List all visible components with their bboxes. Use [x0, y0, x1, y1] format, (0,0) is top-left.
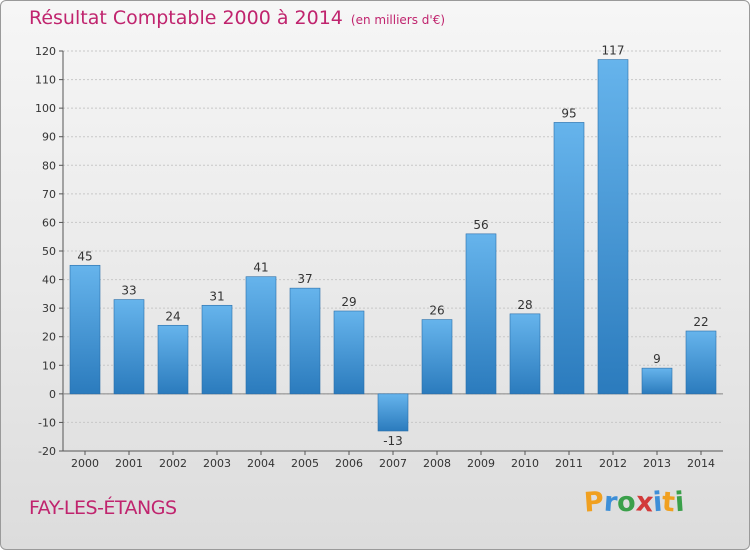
- x-tick-label: 2004: [247, 457, 275, 470]
- x-tick-label: 2011: [555, 457, 583, 470]
- bar: [421, 319, 453, 395]
- logo-letter: i: [674, 486, 686, 519]
- data-label: 56: [473, 218, 488, 232]
- x-tick-label: 2006: [335, 457, 363, 470]
- bar: [245, 276, 277, 395]
- y-tick-label: 0: [49, 388, 56, 401]
- y-tick-label: 10: [42, 359, 56, 372]
- data-label: 22: [693, 315, 708, 329]
- y-tick-label: 20: [42, 331, 56, 344]
- data-label: 31: [209, 289, 224, 303]
- commune-name: FAY-LES-ÉTANGS: [29, 497, 177, 519]
- x-tick-label: 2002: [159, 457, 187, 470]
- bar: [113, 299, 145, 395]
- data-label: 37: [297, 272, 312, 286]
- chart-subtitle: (en milliers d'€): [350, 13, 446, 27]
- bar: [641, 367, 673, 395]
- data-label: 28: [517, 298, 532, 312]
- y-tick-label: 50: [42, 245, 56, 258]
- bar: [553, 122, 585, 395]
- data-label: 33: [121, 284, 136, 298]
- bar: [685, 330, 717, 395]
- x-tick-label: 2009: [467, 457, 495, 470]
- data-label: 29: [341, 295, 356, 309]
- y-tick-label: 80: [42, 159, 56, 172]
- x-tick-label: 2001: [115, 457, 143, 470]
- bar: [157, 324, 189, 395]
- bar: [377, 393, 409, 432]
- data-label: 117: [602, 44, 625, 58]
- data-label: 95: [561, 106, 576, 120]
- x-tick-label: 2010: [511, 457, 539, 470]
- x-tick-label: 2008: [423, 457, 451, 470]
- x-tick-label: 2014: [687, 457, 715, 470]
- bar: [465, 233, 497, 395]
- bar: [69, 264, 101, 395]
- data-label: 45: [77, 249, 92, 263]
- y-tick-label: 100: [35, 102, 56, 115]
- y-tick-label: 120: [35, 45, 56, 58]
- data-label: 26: [429, 304, 444, 318]
- logo-letter: P: [582, 486, 605, 519]
- y-tick-label: -20: [38, 445, 56, 458]
- y-tick-label: 90: [42, 131, 56, 144]
- y-tick-label: 30: [42, 302, 56, 315]
- bar: [289, 287, 321, 395]
- bar: [333, 310, 365, 395]
- x-tick-label: 2000: [71, 457, 99, 470]
- y-tick-label: 60: [42, 216, 56, 229]
- y-tick-label: 40: [42, 274, 56, 287]
- bar: [509, 313, 541, 395]
- data-label: 24: [165, 309, 180, 323]
- x-tick-label: 2007: [379, 457, 407, 470]
- bar: [201, 304, 233, 395]
- data-label: 41: [253, 261, 268, 275]
- data-label: -13: [383, 434, 403, 448]
- x-tick-label: 2013: [643, 457, 671, 470]
- y-tick-label: 70: [42, 188, 56, 201]
- proxiti-logo: Proxiti: [582, 486, 686, 519]
- y-tick-label: 110: [35, 74, 56, 87]
- x-tick-label: 2012: [599, 457, 627, 470]
- logo-letter: o: [616, 486, 637, 519]
- bar: [597, 59, 629, 395]
- y-tick-label: -10: [38, 416, 56, 429]
- x-tick-label: 2005: [291, 457, 319, 470]
- chart-title: Résultat Comptable 2000 à 2014 (en millie…: [29, 7, 446, 29]
- x-tick-label: 2003: [203, 457, 231, 470]
- data-label: 9: [653, 352, 661, 366]
